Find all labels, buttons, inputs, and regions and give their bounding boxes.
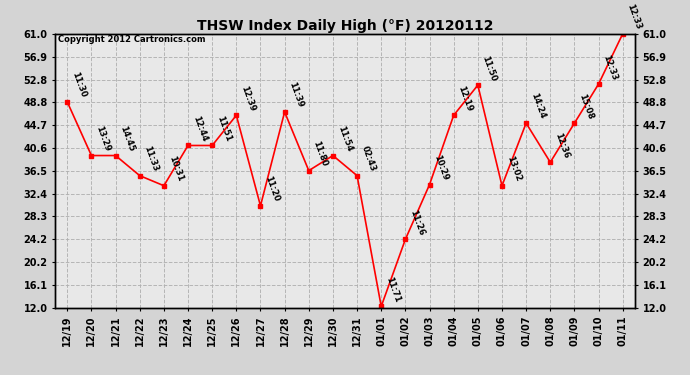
Text: 15:08: 15:08 [578, 92, 595, 120]
Text: 11:54: 11:54 [336, 124, 353, 153]
Text: 12:39: 12:39 [239, 84, 257, 112]
Text: 02:43: 02:43 [360, 145, 377, 173]
Text: 11:50: 11:50 [481, 54, 498, 82]
Text: 14:24: 14:24 [529, 92, 546, 120]
Text: 11:51: 11:51 [215, 114, 233, 143]
Text: 11:71: 11:71 [384, 275, 402, 304]
Text: 14:45: 14:45 [119, 124, 136, 153]
Title: THSW Index Daily High (°F) 20120112: THSW Index Daily High (°F) 20120112 [197, 19, 493, 33]
Text: 11:80: 11:80 [312, 140, 329, 168]
Text: 12:44: 12:44 [191, 114, 208, 143]
Text: 11:30: 11:30 [70, 71, 88, 99]
Text: Copyright 2012 Cartronics.com: Copyright 2012 Cartronics.com [58, 35, 206, 44]
Text: 12:36: 12:36 [553, 131, 571, 159]
Text: 12:33: 12:33 [602, 53, 619, 81]
Text: 13:29: 13:29 [95, 124, 112, 153]
Text: 12:19: 12:19 [457, 84, 474, 112]
Text: 13:02: 13:02 [505, 155, 522, 183]
Text: 11:26: 11:26 [408, 208, 426, 237]
Text: 12:33: 12:33 [626, 3, 643, 31]
Text: 11:20: 11:20 [264, 175, 281, 203]
Text: 11:39: 11:39 [288, 81, 305, 109]
Text: 10:31: 10:31 [167, 155, 184, 183]
Text: 11:33: 11:33 [143, 145, 160, 173]
Text: 10:29: 10:29 [433, 154, 450, 182]
